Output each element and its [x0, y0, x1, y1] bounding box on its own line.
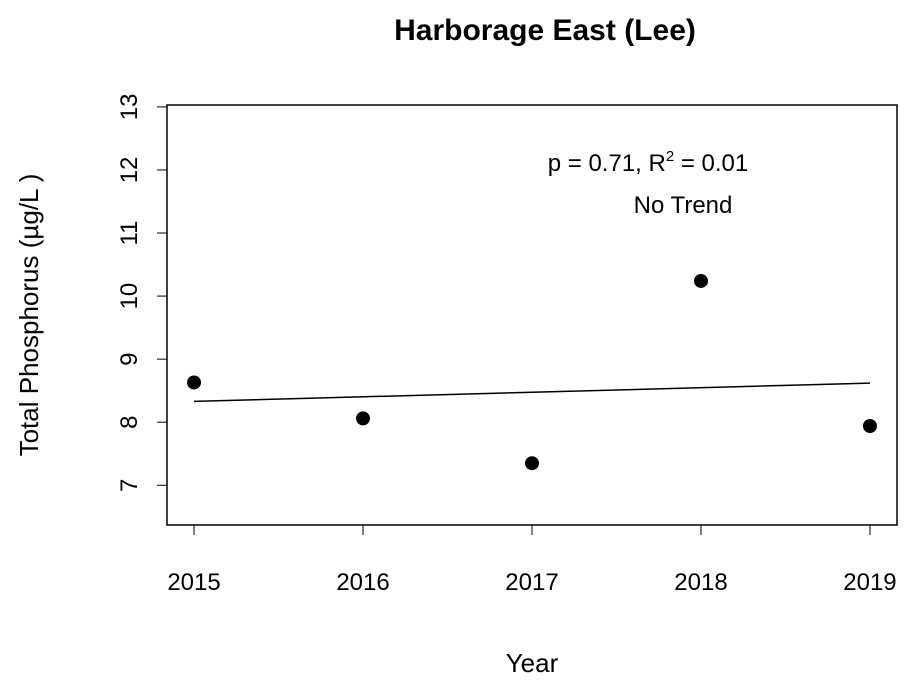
- y-axis-label: Total Phosphorus (µg/L ): [14, 174, 44, 457]
- data-point: [356, 411, 371, 426]
- annotation-text: = 0.01: [674, 150, 748, 177]
- y-tick-label: 9: [116, 352, 143, 365]
- annotation-text: p = 0.71, R: [548, 150, 666, 177]
- x-tick-label: 2017: [505, 569, 558, 596]
- data-point: [693, 273, 708, 288]
- annotation-trend: No Trend: [634, 192, 733, 219]
- x-tick-label: 2015: [167, 569, 220, 596]
- data-point: [525, 456, 539, 471]
- trend-line: [194, 382, 870, 403]
- y-tick-label: 11: [116, 221, 143, 246]
- x-axis-label: Year: [506, 648, 559, 678]
- y-tick-label: 7: [116, 479, 143, 492]
- x-tick-label: 2018: [674, 569, 727, 596]
- chart-title: Harborage East (Lee): [394, 14, 696, 47]
- data-point: [862, 418, 877, 433]
- x-tick-label: 2016: [336, 569, 389, 596]
- y-tick-label: 12: [116, 157, 143, 184]
- data-point: [187, 375, 202, 390]
- y-tick-label: 8: [116, 416, 143, 429]
- annotation: p = 0.71, R2 = 0.01: [548, 148, 748, 177]
- y-tick-label: 13: [116, 94, 143, 121]
- x-tick-label: 2019: [843, 569, 896, 596]
- y-tick-label: 10: [116, 283, 143, 310]
- annotation-superscript: 2: [666, 148, 674, 165]
